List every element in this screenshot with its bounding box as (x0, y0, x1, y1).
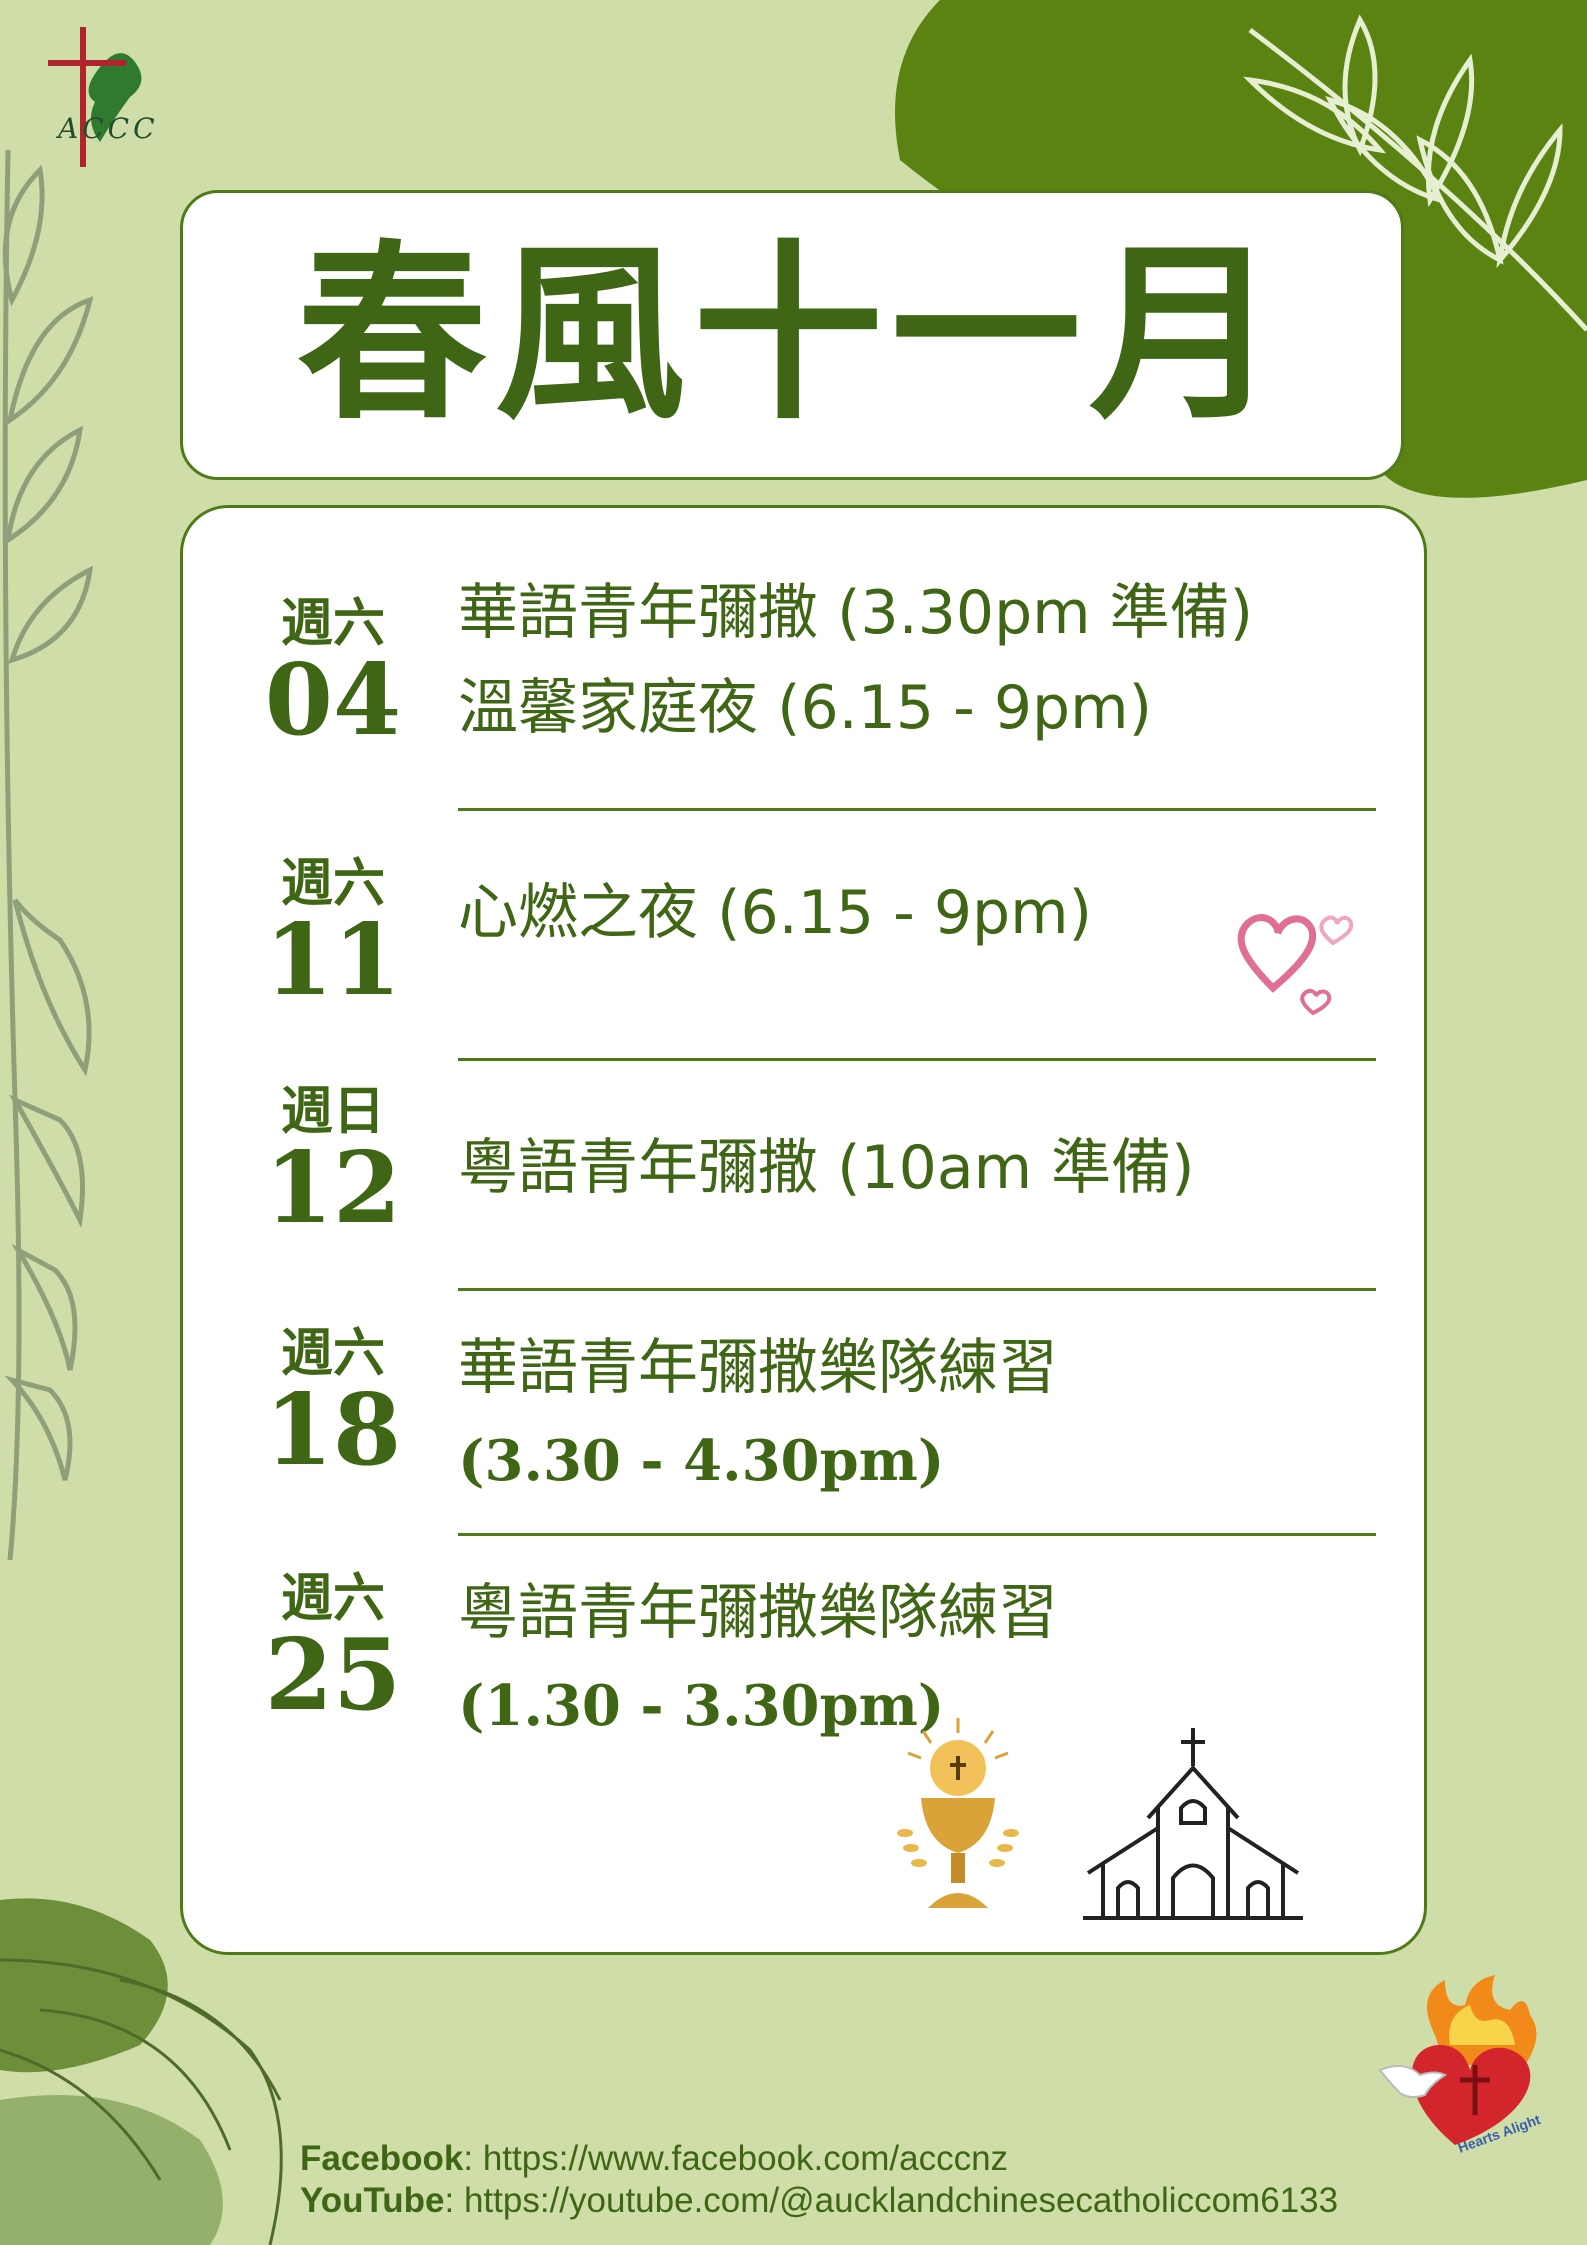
event-line: 溫馨家庭夜 (6.15 - 9pm) (458, 673, 1152, 743)
event-day-number: 04 (264, 643, 402, 758)
accc-logo: ACCC (40, 22, 170, 172)
event-weekday: 週六 (280, 594, 385, 654)
youtube-row: YouTube: https://youtube.com/@aucklandch… (300, 2180, 1338, 2222)
chalice-icon (897, 1718, 1019, 1908)
divider (458, 808, 1376, 811)
event-line: 心燃之夜 (6.15 - 9pm) (458, 878, 1092, 948)
church-icon (1083, 1728, 1303, 1920)
event-date-11: 週六 11 (263, 858, 403, 1010)
event-weekday: 週六 (280, 1324, 385, 1384)
dove-icon (1378, 2065, 1447, 2099)
event-line: 華語青年彌撒 (3.30pm 準備) (458, 578, 1254, 648)
event-date-04: 週六 04 (263, 598, 403, 750)
facebook-label: Facebook (300, 2139, 464, 2178)
hearts-alight-badge-icon: Hearts Alight (1378, 1975, 1543, 2156)
event-line: 粵語青年彌撒樂隊練習 (458, 1578, 1058, 1648)
cross-logo-icon (48, 27, 142, 167)
divider (458, 1533, 1376, 1536)
title-card: 春風十一月 (180, 190, 1404, 480)
youtube-link[interactable]: : https://youtube.com/@aucklandchineseca… (444, 2181, 1339, 2220)
event-line: 華語青年彌撒樂隊練習 (458, 1333, 1058, 1403)
event-weekday: 週日 (280, 1082, 385, 1142)
event-line: (3.30 - 4.30pm) (458, 1428, 945, 1494)
event-weekday: 週六 (280, 854, 385, 914)
facebook-link[interactable]: : https://www.facebook.com/acccnz (463, 2139, 1009, 2178)
page-title: 春風十一月 (296, 224, 1287, 445)
logo-text: ACCC (58, 112, 159, 145)
event-line: 粵語青年彌撒 (10am 準備) (458, 1133, 1195, 1203)
youtube-label: YouTube (300, 2181, 445, 2220)
event-date-18: 週六 18 (263, 1328, 403, 1480)
divider (458, 1288, 1376, 1291)
event-weekday: 週六 (280, 1569, 385, 1629)
footer-links: Facebook: https://www.facebook.com/acccn… (300, 2138, 1338, 2222)
hearts-icon (1237, 914, 1354, 1016)
event-day-number: 25 (264, 1618, 402, 1733)
event-date-25: 週六 25 (263, 1573, 403, 1725)
event-line: (1.30 - 3.30pm) (458, 1673, 945, 1739)
divider (458, 1058, 1376, 1061)
event-date-12: 週日 12 (263, 1086, 403, 1238)
event-day-number: 11 (264, 903, 402, 1018)
schedule-card: 週六 04 華語青年彌撒 (3.30pm 準備) 溫馨家庭夜 (6.15 - 9… (180, 505, 1427, 1955)
facebook-row: Facebook: https://www.facebook.com/acccn… (300, 2138, 1338, 2180)
event-day-number: 12 (264, 1131, 402, 1246)
event-day-number: 18 (264, 1373, 402, 1488)
